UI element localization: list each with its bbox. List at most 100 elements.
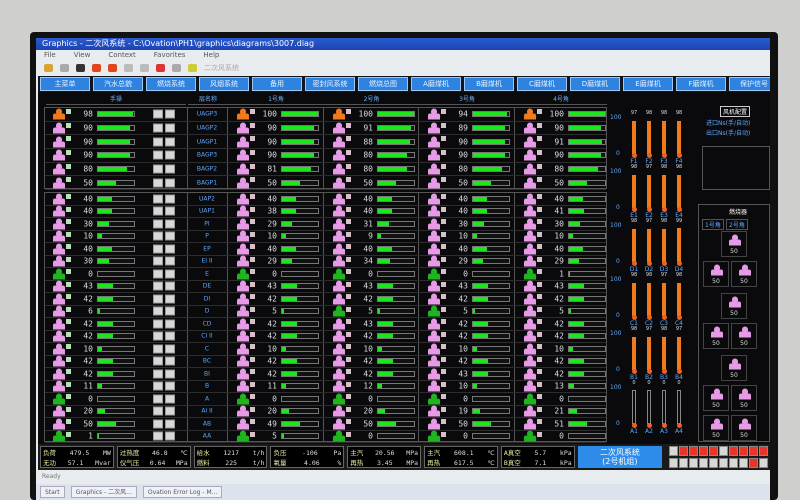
decrease-button[interactable] <box>165 231 175 241</box>
alarm-button[interactable] <box>739 457 748 468</box>
corner-cell[interactable]: 0 <box>325 268 415 280</box>
corner-cell[interactable]: 0 <box>229 268 319 280</box>
corner-cell[interactable]: 90 <box>420 149 510 162</box>
damper-state-icon[interactable] <box>524 149 536 161</box>
alarm-button[interactable] <box>669 457 678 468</box>
damper-state-icon[interactable] <box>524 193 536 205</box>
corner-cell[interactable]: 19 <box>420 405 510 418</box>
corner-cell[interactable]: 10 <box>229 230 319 243</box>
corner-cell[interactable]: 42 <box>325 293 415 305</box>
taskbar-item[interactable]: Graphics - 二次风... <box>70 486 137 498</box>
damper-state-icon[interactable] <box>237 293 249 305</box>
corner-cell[interactable]: 88 <box>325 135 415 148</box>
corner-cell[interactable]: 10 <box>325 343 415 355</box>
burner-damper[interactable]: 50 <box>703 385 729 411</box>
damper-state-icon[interactable] <box>53 305 65 317</box>
increase-button[interactable] <box>153 319 163 329</box>
corner-cell[interactable]: 100 <box>516 108 606 121</box>
manual-cell[interactable]: 42 <box>45 355 135 368</box>
corner-cell[interactable]: 29 <box>229 255 319 268</box>
damper-state-icon[interactable] <box>524 230 536 242</box>
damper-state-icon[interactable] <box>428 268 440 280</box>
damper-state-icon[interactable] <box>53 318 65 330</box>
decrease-button[interactable] <box>165 256 175 266</box>
decrease-button[interactable] <box>165 269 175 279</box>
increase-button[interactable] <box>153 109 163 119</box>
manual-cell[interactable]: 43 <box>45 280 135 293</box>
corner-cell[interactable]: 50 <box>420 418 510 430</box>
damper-state-icon[interactable] <box>237 343 249 355</box>
damper-state-icon[interactable] <box>333 218 345 230</box>
corner-cell[interactable]: 0 <box>325 393 415 405</box>
damper-state-icon[interactable] <box>333 163 345 175</box>
corner-cell[interactable]: 94 <box>420 108 510 121</box>
corner-cell[interactable]: 50 <box>325 418 415 430</box>
decrease-button[interactable] <box>165 369 175 379</box>
increase-button[interactable] <box>153 164 163 174</box>
corner-cell[interactable]: 42 <box>516 293 606 305</box>
print2-icon[interactable] <box>172 64 181 72</box>
damper-state-icon[interactable] <box>53 108 65 120</box>
increase-button[interactable] <box>153 256 163 266</box>
nav-button[interactable]: 密封风系统 <box>305 77 355 91</box>
manual-cell[interactable]: 6 <box>45 305 135 318</box>
corner-cell[interactable]: 0 <box>229 393 319 405</box>
damper-state-icon[interactable] <box>428 368 440 380</box>
burner-tab[interactable]: 2号角 <box>726 219 748 230</box>
burner-damper[interactable]: 50 <box>731 385 757 411</box>
burner-damper[interactable]: 50 <box>721 293 747 319</box>
damper-state-icon[interactable] <box>524 122 536 134</box>
damper-state-icon[interactable] <box>53 430 65 442</box>
decrease-button[interactable] <box>165 123 175 133</box>
corner-cell[interactable]: 42 <box>229 330 319 343</box>
burner-damper[interactable]: 50 <box>731 261 757 287</box>
corner-cell[interactable]: 91 <box>516 135 606 148</box>
nav-button[interactable]: 汽水总貌 <box>93 77 143 91</box>
decrease-button[interactable] <box>165 109 175 119</box>
corner-cell[interactable]: 0 <box>325 430 415 443</box>
increase-button[interactable] <box>153 356 163 366</box>
increase-button[interactable] <box>153 219 163 229</box>
damper-state-icon[interactable] <box>428 243 440 255</box>
damper-state-icon[interactable] <box>428 380 440 392</box>
up-icon[interactable] <box>124 64 133 72</box>
damper-state-icon[interactable] <box>53 330 65 342</box>
damper-state-icon[interactable] <box>333 136 345 148</box>
nav-button[interactable]: 保护信号 <box>729 77 770 91</box>
corner-cell[interactable]: 51 <box>516 418 606 430</box>
corner-cell[interactable]: 20 <box>229 405 319 418</box>
damper-state-icon[interactable] <box>428 193 440 205</box>
burner-damper[interactable]: 50 <box>721 231 747 257</box>
corner-cell[interactable]: 90 <box>229 122 319 135</box>
corner-cell[interactable]: 40 <box>325 243 415 255</box>
damper-state-icon[interactable] <box>237 163 249 175</box>
damper-state-icon[interactable] <box>53 243 65 255</box>
corner-cell[interactable]: 43 <box>229 280 319 293</box>
corner-cell[interactable]: 31 <box>325 218 415 230</box>
increase-button[interactable] <box>153 150 163 160</box>
damper-state-icon[interactable] <box>428 418 440 430</box>
increase-button[interactable] <box>153 294 163 304</box>
damper-state-icon[interactable] <box>53 368 65 380</box>
increase-button[interactable] <box>153 331 163 341</box>
corner-cell[interactable]: 42 <box>325 355 415 368</box>
damper-state-icon[interactable] <box>333 393 345 405</box>
corner-cell[interactable]: 40 <box>325 193 415 205</box>
forward-icon[interactable] <box>108 64 117 72</box>
damper-state-icon[interactable] <box>524 368 536 380</box>
alarm-button[interactable] <box>739 446 748 456</box>
corner-cell[interactable]: 5 <box>516 305 606 318</box>
damper-state-icon[interactable] <box>237 255 249 267</box>
corner-cell[interactable]: 40 <box>516 243 606 255</box>
damper-state-icon[interactable] <box>428 343 440 355</box>
damper-state-icon[interactable] <box>428 305 440 317</box>
corner-cell[interactable]: 10 <box>420 230 510 243</box>
manual-cell[interactable]: 98 <box>45 108 135 121</box>
damper-state-icon[interactable] <box>428 255 440 267</box>
damper-state-icon[interactable] <box>524 243 536 255</box>
damper-state-icon[interactable] <box>333 230 345 242</box>
damper-state-icon[interactable] <box>333 380 345 392</box>
nav-button[interactable]: 燃烧总图 <box>358 77 408 91</box>
manual-cell[interactable]: 0 <box>45 268 135 280</box>
print-icon[interactable] <box>60 64 69 72</box>
